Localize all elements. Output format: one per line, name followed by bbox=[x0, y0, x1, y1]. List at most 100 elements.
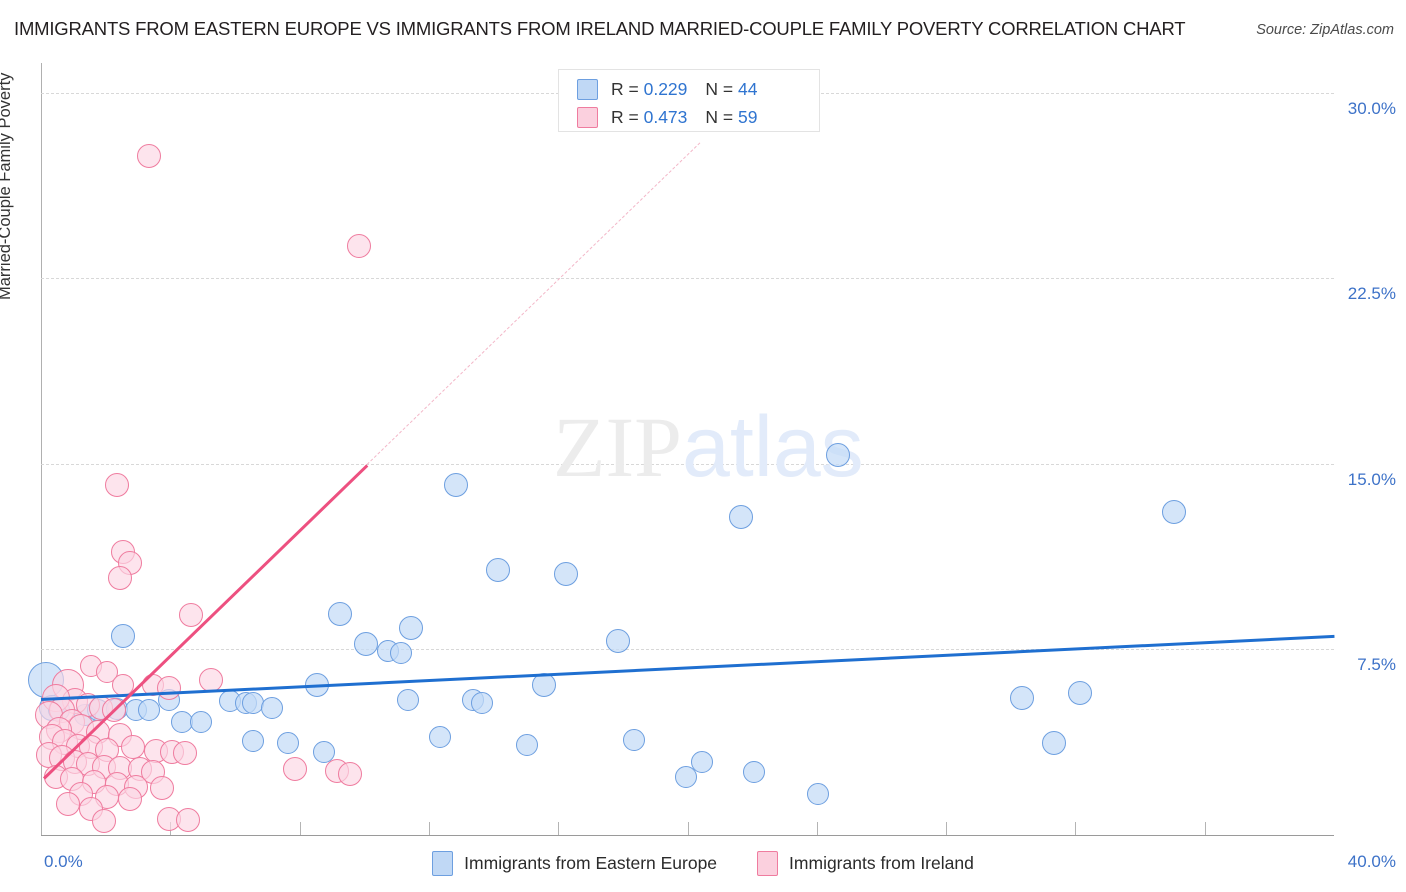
data-point[interactable] bbox=[337, 762, 362, 787]
legend-item-eastern-europe[interactable]: Immigrants from Eastern Europe bbox=[432, 850, 718, 876]
data-point[interactable] bbox=[198, 668, 223, 693]
data-point[interactable] bbox=[486, 558, 511, 583]
data-point[interactable] bbox=[1042, 731, 1067, 756]
stats-n-label-pink: N = bbox=[705, 106, 738, 127]
page-title: IMMIGRANTS FROM EASTERN EUROPE VS IMMIGR… bbox=[14, 18, 1186, 39]
x-tick-9 bbox=[1204, 822, 1206, 835]
legend-label-eastern-europe: Immigrants from Eastern Europe bbox=[464, 852, 718, 873]
data-point[interactable] bbox=[111, 623, 136, 648]
data-point[interactable] bbox=[138, 699, 161, 722]
y-axis-title: Married-Couple Family Poverty bbox=[0, 72, 14, 300]
y-tick-label-30: 30.0% bbox=[1347, 98, 1396, 118]
stats-legend: R = 0.229 N = 44 R = 0.473 N = 59 bbox=[558, 69, 820, 132]
stats-text-pink: R = 0.473 N = 59 bbox=[611, 107, 757, 128]
data-point[interactable] bbox=[399, 616, 424, 641]
x-axis-min-label: 0.0% bbox=[44, 852, 83, 871]
data-point[interactable] bbox=[56, 792, 81, 817]
data-point[interactable] bbox=[117, 787, 142, 812]
data-point[interactable] bbox=[396, 689, 419, 712]
data-point[interactable] bbox=[92, 809, 117, 834]
data-point[interactable] bbox=[691, 751, 714, 773]
data-point[interactable] bbox=[531, 673, 556, 698]
data-point[interactable] bbox=[305, 673, 330, 698]
data-point[interactable] bbox=[150, 775, 175, 800]
data-point[interactable] bbox=[1068, 680, 1093, 705]
data-point[interactable] bbox=[277, 732, 300, 755]
data-point[interactable] bbox=[108, 565, 133, 590]
stats-swatch-blue-icon bbox=[577, 78, 598, 100]
data-point[interactable] bbox=[674, 765, 697, 788]
source-label: Source: ZipAtlas.com bbox=[1256, 22, 1394, 38]
stats-r-label-blue: R = bbox=[611, 78, 644, 99]
data-point[interactable] bbox=[1161, 500, 1186, 525]
data-point[interactable] bbox=[328, 601, 352, 626]
stats-r-value-blue: 0.229 bbox=[643, 78, 688, 99]
legend-item-ireland[interactable]: Immigrants from Ireland bbox=[757, 850, 974, 876]
data-point[interactable] bbox=[554, 561, 579, 586]
legend-swatch-pink-icon bbox=[757, 850, 779, 876]
data-point[interactable] bbox=[176, 808, 201, 833]
data-point[interactable] bbox=[312, 741, 335, 764]
legend-swatch-blue-icon bbox=[432, 850, 454, 876]
data-point[interactable] bbox=[347, 234, 372, 259]
y-axis-line bbox=[41, 63, 42, 835]
data-point[interactable] bbox=[742, 760, 765, 783]
stats-n-value-blue: 44 bbox=[737, 78, 758, 99]
data-point[interactable] bbox=[353, 632, 378, 657]
stats-r-label-pink: R = bbox=[611, 106, 644, 127]
data-point[interactable] bbox=[261, 696, 284, 719]
x-tick-7 bbox=[946, 822, 948, 835]
data-point[interactable] bbox=[112, 674, 135, 697]
x-tick-5 bbox=[687, 822, 689, 835]
data-point[interactable] bbox=[444, 472, 469, 497]
stats-swatch-pink-icon bbox=[577, 106, 598, 128]
data-point[interactable] bbox=[516, 733, 539, 756]
x-tick-6 bbox=[816, 822, 818, 835]
trendline-eastern-europe bbox=[40, 634, 1335, 701]
data-point[interactable] bbox=[190, 711, 212, 734]
stats-r-value-pink: 0.473 bbox=[643, 106, 688, 127]
data-point[interactable] bbox=[282, 757, 307, 782]
stats-n-value-pink: 59 bbox=[737, 106, 758, 127]
trendline-ireland bbox=[43, 464, 369, 780]
data-point[interactable] bbox=[825, 443, 850, 468]
gridline-15 bbox=[41, 463, 1334, 465]
data-point[interactable] bbox=[728, 505, 753, 530]
data-point[interactable] bbox=[121, 735, 146, 760]
data-point[interactable] bbox=[429, 726, 452, 749]
stats-n-label-blue: N = bbox=[705, 78, 738, 99]
y-tick-label-15: 15.0% bbox=[1347, 469, 1396, 489]
data-point[interactable] bbox=[96, 660, 119, 683]
data-point[interactable] bbox=[156, 675, 181, 700]
data-point[interactable] bbox=[390, 642, 413, 665]
data-point[interactable] bbox=[104, 472, 129, 497]
x-axis-max-label: 40.0% bbox=[1347, 852, 1396, 871]
data-point[interactable] bbox=[172, 741, 197, 766]
x-tick-3 bbox=[428, 822, 430, 835]
y-tick-label-7.5: 7.5% bbox=[1357, 655, 1396, 675]
stats-row-pink: R = 0.473 N = 59 bbox=[577, 103, 819, 131]
data-point[interactable] bbox=[101, 698, 126, 723]
x-tick-2 bbox=[299, 822, 301, 835]
data-point[interactable] bbox=[241, 729, 264, 752]
x-tick-4 bbox=[558, 822, 560, 835]
data-point[interactable] bbox=[1010, 685, 1035, 710]
stats-text-blue: R = 0.229 N = 44 bbox=[611, 79, 757, 100]
data-point[interactable] bbox=[623, 728, 646, 751]
plot-area bbox=[27, 63, 1335, 835]
x-axis-line bbox=[41, 835, 1334, 836]
y-tick-label-22.5: 22.5% bbox=[1347, 284, 1396, 304]
trendline-ireland-extension bbox=[367, 142, 701, 465]
data-point[interactable] bbox=[179, 602, 204, 627]
series-legend: Immigrants from Eastern Europe Immigrant… bbox=[0, 846, 1406, 880]
gridline-22.5 bbox=[41, 278, 1334, 280]
stats-row-blue: R = 0.229 N = 44 bbox=[577, 75, 819, 103]
data-point[interactable] bbox=[471, 691, 494, 714]
x-tick-8 bbox=[1075, 822, 1077, 835]
legend-label-ireland: Immigrants from Ireland bbox=[789, 852, 974, 873]
gridline-7.5 bbox=[41, 649, 1334, 651]
data-point[interactable] bbox=[137, 143, 162, 168]
data-point[interactable] bbox=[807, 783, 830, 806]
data-point[interactable] bbox=[606, 628, 630, 653]
